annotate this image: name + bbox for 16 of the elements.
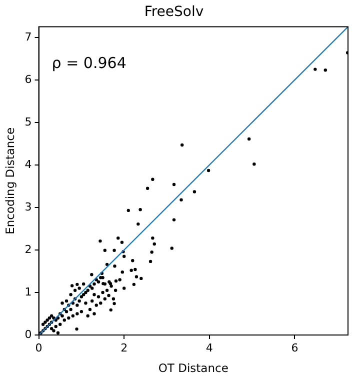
y-tick-label: 3 [24,200,32,214]
x-axis-title: OT Distance [158,361,228,376]
y-tick-label: 6 [24,72,32,86]
y-tick-label: 1 [24,285,32,298]
y-axis-title: Encoding Distance [2,127,17,234]
y-tick-label: 5 [24,115,32,128]
annotation: ρ = 0.964 [52,54,126,72]
y-tick-label: 4 [24,158,32,171]
y-tick-label: 2 [24,242,32,256]
chart-title: FreeSolv [144,4,204,20]
y-tick-label: 0 [24,328,32,341]
x-tick-label: 6 [291,341,298,354]
y-tick-label: 7 [24,30,32,44]
x-tick-label: 4 [206,341,213,354]
x-tick-label: 2 [120,341,128,354]
x-tick-label: 0 [35,341,42,354]
